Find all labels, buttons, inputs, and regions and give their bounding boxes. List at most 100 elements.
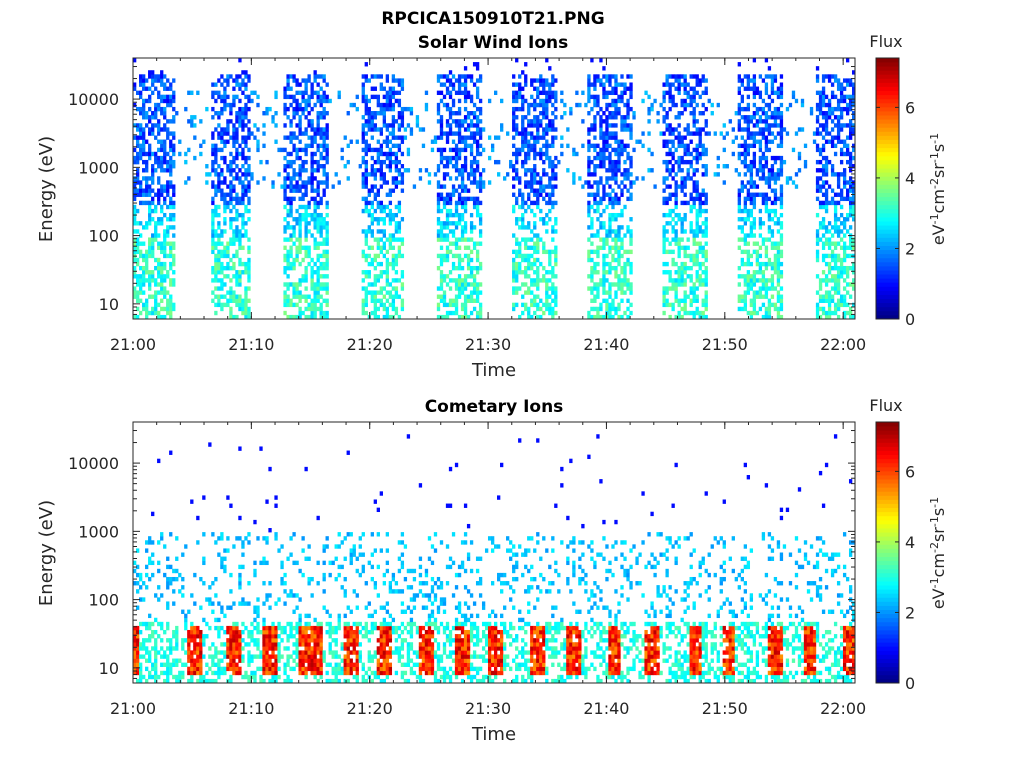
heatmap-cell bbox=[767, 115, 772, 120]
heatmap-cell bbox=[475, 265, 480, 271]
heatmap-cell bbox=[602, 192, 606, 197]
heatmap-cell bbox=[463, 106, 468, 112]
heatmap-cell bbox=[217, 253, 221, 259]
heatmap-cell bbox=[259, 159, 263, 165]
heatmap-cell bbox=[755, 111, 760, 116]
heatmap-cell bbox=[142, 106, 146, 112]
heatmap-cell bbox=[695, 159, 699, 165]
heatmap-cell bbox=[454, 111, 459, 116]
heatmap-cell bbox=[166, 151, 170, 157]
heatmap-cell bbox=[518, 131, 522, 136]
heatmap-cell bbox=[292, 147, 296, 153]
heatmap-cell bbox=[662, 196, 666, 202]
heatmap-cell bbox=[848, 225, 853, 230]
heatmap-cell bbox=[773, 180, 778, 185]
heatmap-cell bbox=[704, 131, 708, 136]
heatmap-cell bbox=[322, 106, 326, 112]
heatmap-cell bbox=[845, 106, 850, 112]
heatmap-cell bbox=[761, 135, 766, 140]
heatmap-cell bbox=[743, 278, 747, 283]
heatmap-cell bbox=[313, 208, 317, 214]
heatmap-cell bbox=[445, 119, 450, 124]
heatmap-cell bbox=[235, 278, 239, 283]
heatmap-cell bbox=[755, 192, 760, 197]
heatmap-cell bbox=[683, 180, 687, 185]
heatmap-cell bbox=[683, 302, 687, 308]
heatmap-cell bbox=[764, 159, 769, 165]
heatmap-cell bbox=[292, 282, 296, 287]
heatmap-cell bbox=[530, 229, 534, 234]
heatmap-cell bbox=[271, 180, 275, 185]
solar-wind-panel: Solar Wind Ions 21:00 21:10 21:20 21:30 21:4… bbox=[36, 32, 948, 381]
heatmap-cell bbox=[587, 192, 591, 197]
heatmap-cell bbox=[770, 111, 775, 116]
heatmap-cell bbox=[142, 82, 146, 87]
heatmap-cell bbox=[665, 249, 669, 255]
heatmap-cell bbox=[292, 265, 296, 271]
heatmap-cell bbox=[767, 225, 772, 230]
heatmap-cell bbox=[469, 151, 474, 157]
heatmap-cell bbox=[466, 74, 471, 79]
heatmap-cell bbox=[704, 119, 708, 124]
heatmap-cell bbox=[478, 290, 483, 295]
heatmap-cell bbox=[611, 188, 615, 193]
heatmap-cell bbox=[671, 286, 675, 291]
heatmap-cell bbox=[223, 131, 227, 136]
heatmap-cell bbox=[629, 265, 633, 271]
heatmap-cell bbox=[677, 164, 681, 169]
heatmap-cell bbox=[448, 70, 453, 75]
heatmap-cell bbox=[190, 90, 194, 96]
heatmap-cell bbox=[596, 253, 600, 259]
heatmap-cell bbox=[226, 204, 230, 210]
heatmap-cell bbox=[151, 217, 155, 222]
heatmap-cell bbox=[148, 241, 152, 246]
heatmap-cell bbox=[773, 172, 778, 177]
heatmap-cell bbox=[845, 212, 850, 218]
heatmap-cell bbox=[298, 184, 302, 189]
heatmap-cell bbox=[629, 90, 633, 96]
heatmap-cell bbox=[605, 229, 609, 234]
heatmap-cell bbox=[298, 155, 302, 161]
heatmap-cell bbox=[475, 257, 480, 263]
heatmap-cell bbox=[214, 233, 218, 238]
heatmap-cell bbox=[827, 74, 832, 79]
heatmap-cell bbox=[539, 176, 543, 181]
heatmap-cell bbox=[623, 127, 627, 132]
heatmap-cell bbox=[698, 274, 702, 279]
heatmap-cell bbox=[136, 294, 140, 299]
heatmap-cell bbox=[689, 274, 693, 279]
heatmap-cell bbox=[322, 314, 326, 320]
heatmap-cell bbox=[325, 253, 329, 259]
heatmap-cell bbox=[605, 94, 609, 100]
heatmap-cell bbox=[217, 265, 221, 271]
heatmap-cell bbox=[686, 274, 690, 279]
heatmap-cell bbox=[623, 265, 627, 271]
heatmap-cell bbox=[629, 310, 633, 316]
heatmap-cell bbox=[851, 278, 856, 283]
heatmap-cell bbox=[166, 306, 170, 312]
heatmap-cell bbox=[382, 229, 386, 234]
heatmap-cell bbox=[689, 229, 693, 234]
heatmap-cell bbox=[740, 98, 744, 104]
heatmap-cell bbox=[683, 229, 687, 234]
heatmap-cell bbox=[445, 221, 450, 226]
heatmap-cell bbox=[460, 233, 465, 238]
heatmap-cell bbox=[674, 172, 678, 177]
heatmap-cell bbox=[521, 192, 525, 197]
heatmap-cell bbox=[142, 278, 146, 283]
heatmap-cell bbox=[683, 270, 687, 275]
heatmap-cell bbox=[545, 98, 549, 104]
heatmap-cell bbox=[247, 208, 251, 214]
heatmap-cell bbox=[692, 119, 696, 124]
heatmap-cell bbox=[839, 98, 844, 104]
heatmap-cell bbox=[163, 306, 167, 312]
heatmap-cell bbox=[169, 217, 173, 222]
heatmap-cell bbox=[623, 82, 627, 87]
heatmap-cell bbox=[539, 151, 543, 157]
heatmap-cell bbox=[773, 74, 778, 79]
heatmap-cell bbox=[457, 253, 462, 259]
heatmap-cell bbox=[463, 278, 468, 283]
heatmap-cell bbox=[596, 151, 600, 157]
heatmap-cell bbox=[626, 127, 630, 132]
heatmap-cell bbox=[626, 249, 630, 255]
